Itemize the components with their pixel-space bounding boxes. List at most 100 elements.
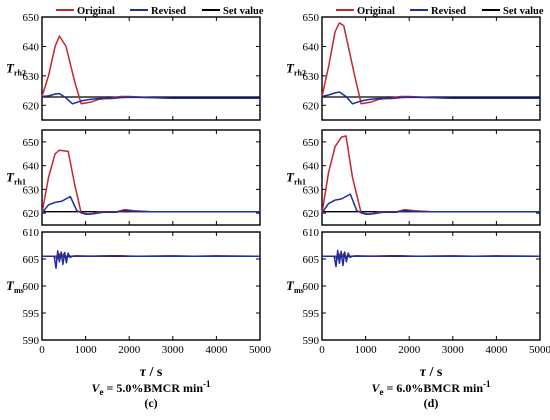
y-tick-label: 605 xyxy=(23,254,40,266)
chart-c: 620 630 640 650 Trh2 620 630 640 650 Trh1 590 595 60… xyxy=(6,6,272,410)
y-tick-label: 600 xyxy=(303,281,320,293)
y-tick-label: 595 xyxy=(303,308,320,320)
caption-sub: e xyxy=(380,387,384,397)
y-tick-label: 610 xyxy=(303,227,320,239)
y-axis-label-sub: rh2 xyxy=(14,69,26,78)
legend-label-original: Original xyxy=(357,6,395,17)
y-tick-label: 605 xyxy=(303,254,320,266)
panel-frame xyxy=(41,16,261,121)
x-tick-label: 0 xyxy=(319,344,325,356)
x-tick-label: 1000 xyxy=(355,344,378,356)
subfigure-label: (d) xyxy=(424,396,439,410)
x-axis-label: τ / s xyxy=(140,365,163,380)
caption-sub: e xyxy=(100,387,104,397)
y-axis-label-main: T xyxy=(6,61,15,76)
y-tick-label: 630 xyxy=(23,184,40,196)
x-tick-label: 3000 xyxy=(162,344,185,356)
caption-rest: = 6.0%BMCR min xyxy=(384,381,484,395)
y-tick-label: 590 xyxy=(303,335,320,347)
y-axis-label: Trh2 xyxy=(286,61,306,78)
panel-rh1: 620 630 640 650 Trh1 xyxy=(286,129,541,226)
x-tick-label: 5000 xyxy=(529,344,550,356)
series-line-revised xyxy=(41,195,260,216)
panel-frame xyxy=(321,231,541,341)
series-line-revised xyxy=(321,193,540,216)
legend-label-original: Original xyxy=(77,6,115,17)
legend-label-revised: Revised xyxy=(151,6,186,17)
y-axis-label: Trh2 xyxy=(6,61,26,78)
caption-sup: -1 xyxy=(483,379,491,389)
series-line-revised xyxy=(322,249,540,268)
y-axis-label-main: T xyxy=(6,278,15,293)
y-tick-label: 590 xyxy=(23,335,40,347)
caption-var: V xyxy=(91,381,100,395)
y-tick-label: 640 xyxy=(23,41,40,53)
subfigure-label: (c) xyxy=(144,396,157,410)
y-tick-label: 610 xyxy=(23,227,40,239)
y-axis-label-sub: rh2 xyxy=(294,69,306,78)
y-tick-label: 640 xyxy=(23,161,40,173)
series-line-revised xyxy=(41,92,260,105)
x-tick-label: 2000 xyxy=(118,344,141,356)
x-tick-label: 4000 xyxy=(485,344,508,356)
y-tick-label: 650 xyxy=(23,12,40,24)
y-tick-label: 620 xyxy=(23,208,40,220)
series-line-revised xyxy=(42,250,260,269)
x-axis-label: τ / s xyxy=(420,365,443,380)
panel-rh1: 620 630 640 650 Trh1 xyxy=(6,129,261,226)
y-tick-label: 650 xyxy=(303,137,320,149)
chart-d: 620 630 640 650 Trh2 620 630 640 650 Trh1 590 595 60… xyxy=(286,6,550,410)
y-tick-label: 620 xyxy=(23,100,40,112)
y-tick-label: 620 xyxy=(303,208,320,220)
y-tick-label: 620 xyxy=(303,100,320,112)
x-tick-label: 1000 xyxy=(75,344,98,356)
x-tick-label: 0 xyxy=(39,344,45,356)
panel-frame xyxy=(321,129,541,226)
legend: Original Revised Set value xyxy=(56,6,264,17)
panel-frame xyxy=(321,16,541,121)
legend-label-revised: Revised xyxy=(431,6,466,17)
caption-formula: Ve = 5.0%BMCR min-1 xyxy=(91,379,211,397)
caption-formula: Ve = 6.0%BMCR min-1 xyxy=(371,379,491,397)
y-tick-label: 640 xyxy=(303,41,320,53)
x-axis-label-var: τ xyxy=(140,365,147,380)
x-tick-label: 3000 xyxy=(442,344,465,356)
x-axis-label-var: τ xyxy=(420,365,427,380)
legend-label-set-value: Set value xyxy=(223,6,264,17)
x-axis-label-unit: / s xyxy=(426,365,443,380)
y-axis-label: Trh1 xyxy=(6,170,26,187)
y-tick-label: 595 xyxy=(23,308,40,320)
panel-frame xyxy=(41,129,261,226)
y-tick-label: 600 xyxy=(23,281,40,293)
y-axis-label-sub: ms xyxy=(14,286,24,295)
panel-rh2: 620 630 640 650 Trh2 xyxy=(286,12,541,121)
legend: Original Revised Set value xyxy=(336,6,544,17)
y-tick-label: 630 xyxy=(23,71,40,83)
y-tick-label: 630 xyxy=(303,71,320,83)
y-axis-label-main: T xyxy=(286,61,295,76)
x-axis-label-unit: / s xyxy=(146,365,163,380)
caption-rest: = 5.0%BMCR min xyxy=(104,381,204,395)
x-tick-label: 5000 xyxy=(249,344,272,356)
panel-frame xyxy=(41,231,261,341)
y-axis-label-main: T xyxy=(286,170,295,185)
legend-label-set-value: Set value xyxy=(503,6,544,17)
panel-rh2: 620 630 640 650 Trh2 xyxy=(6,12,261,121)
x-tick-label: 4000 xyxy=(205,344,228,356)
caption-sup: -1 xyxy=(203,379,211,389)
y-axis-label-main: T xyxy=(286,278,295,293)
y-axis-label-sub: ms xyxy=(294,286,304,295)
y-tick-label: 650 xyxy=(23,137,40,149)
x-tick-label: 2000 xyxy=(398,344,421,356)
y-axis-label: Tms xyxy=(6,278,24,295)
y-axis-label: Tms xyxy=(286,278,304,295)
y-axis-label: Trh1 xyxy=(286,170,306,187)
caption-var: V xyxy=(371,381,380,395)
y-axis-label-sub: rh1 xyxy=(294,178,306,187)
series-line-revised xyxy=(321,91,540,105)
y-axis-label-main: T xyxy=(6,170,15,185)
y-axis-label-sub: rh1 xyxy=(14,178,26,187)
y-tick-label: 650 xyxy=(303,12,320,24)
